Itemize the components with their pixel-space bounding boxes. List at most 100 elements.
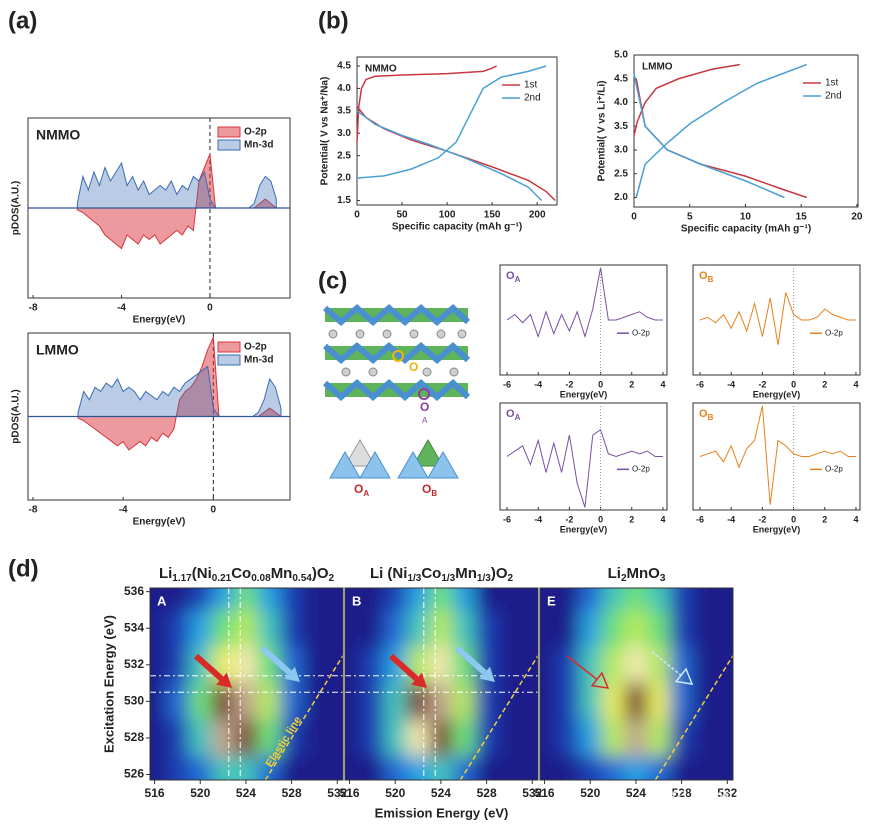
line: [506, 428, 663, 508]
heatmap-cell: [715, 683, 733, 720]
heatmap-cell: [670, 588, 694, 610]
heatmap-cell: [715, 646, 733, 684]
heatmap-cell: [188, 609, 212, 647]
x-tick-label: 100: [439, 210, 456, 221]
x-axis-label: Energy(eV): [560, 389, 608, 399]
heatmap-cell: [360, 683, 384, 720]
chart-title: LMMO: [642, 62, 673, 73]
title-main: )O: [312, 565, 329, 582]
y-tick-label: 4.0: [337, 83, 351, 94]
heatmap-cell: [383, 719, 407, 757]
heatmap-cell: [647, 719, 671, 757]
legend-label: 2nd: [524, 93, 541, 104]
heatmap-cell: [601, 756, 625, 780]
arrow: [259, 645, 292, 675]
heatmap-cell: [150, 609, 166, 647]
heatmap-cell: [325, 719, 343, 757]
heatmap-cell: [647, 756, 671, 780]
x-tick-label: 532: [717, 786, 737, 800]
arrow-head: [590, 671, 610, 689]
title-main: Mn: [271, 565, 293, 582]
y-tick-label: 526: [124, 767, 144, 781]
x-tick-label: 528: [477, 786, 497, 800]
heatmap-cell: [303, 719, 326, 757]
heatmap-cell: [280, 588, 304, 610]
x-tick-label: 15: [796, 212, 808, 223]
elastic-line: [654, 655, 733, 780]
title-sub: B: [708, 275, 714, 284]
heatmap-cell: [540, 609, 556, 647]
x-tick-label: -2: [758, 379, 766, 389]
y-tick-label: 536: [124, 584, 144, 598]
label-sub: A: [363, 489, 369, 498]
title-main: Li: [159, 565, 172, 582]
heatmap-cell: [498, 719, 521, 757]
heatmap-cell: [188, 683, 212, 720]
heatmap-cell: [452, 756, 476, 780]
x-tick-label: 516: [535, 786, 555, 800]
x-tick-label: 520: [190, 786, 210, 800]
heatmap-cell: [475, 756, 499, 780]
panel-tag: A: [157, 593, 167, 608]
heatmap-cell: [257, 683, 281, 720]
heatmap-cell: [578, 719, 602, 757]
elastic-line: [459, 655, 538, 780]
x-tick-label: 2: [822, 379, 827, 389]
legend-swatch: [217, 126, 241, 138]
heatmap-cell: [345, 719, 361, 757]
heatmap-cell: [383, 683, 407, 720]
heatmap-cell: [360, 588, 384, 610]
heatmap-cell: [498, 756, 521, 780]
heatmap-cell: [601, 609, 625, 647]
arrow: [389, 653, 419, 681]
heatmap-cell: [578, 683, 602, 720]
title-sub: 2: [508, 573, 514, 584]
heatmap-cell: [601, 683, 625, 720]
x-tick-label: 528: [282, 786, 302, 800]
line: [699, 405, 856, 505]
x-tick-label: -8: [29, 505, 38, 516]
plot-frame: [539, 587, 734, 781]
heatmap-cell: [452, 683, 476, 720]
heatmap-cell: [601, 646, 625, 684]
x-tick-label: 0: [207, 303, 213, 314]
heatmap-cell: [325, 683, 343, 720]
heatmap-cell: [383, 609, 407, 647]
heatmap-cell: [303, 588, 326, 610]
y-axis-label: Excitation Energy (eV): [101, 615, 116, 753]
cluster: [412, 438, 444, 467]
plot-frame: [344, 587, 539, 781]
heatmap-cell: [520, 756, 538, 780]
legend-label: Mn-3d: [244, 355, 273, 366]
cluster: [397, 450, 429, 479]
heatmap-cell: [211, 683, 235, 720]
x-tick-label: 2: [629, 514, 634, 524]
arrow-head: [479, 666, 495, 682]
legend-label: 2nd: [825, 91, 842, 102]
line: [356, 65, 547, 202]
y-tick-label: 5.0: [614, 50, 628, 61]
y-tick-label: 534: [124, 620, 144, 634]
x-tick-label: -4: [534, 379, 542, 389]
y-tick-label: 3.0: [614, 145, 628, 156]
x-tick-label: 524: [236, 786, 256, 800]
legend-label: O-2p: [244, 127, 267, 138]
heatmap-cell: [578, 756, 602, 780]
x-tick-label: 532: [327, 786, 347, 800]
chart-title: OB: [699, 408, 714, 422]
chart-title: NMMO: [365, 64, 397, 75]
y-axis-label: pDOS(A.U.): [11, 389, 22, 443]
layer-pattern: [323, 341, 471, 364]
title-main: Co: [421, 565, 441, 582]
y-axis-label: Potential( V vs Li⁺/Li): [597, 81, 608, 182]
title-sub: 3: [660, 573, 666, 584]
heatmap-cell: [555, 719, 579, 757]
heatmap-cell: [150, 719, 166, 757]
x-tick-label: -4: [534, 514, 542, 524]
x-axis-label: Emission Energy (eV): [375, 805, 509, 820]
heatmap-cell: [165, 756, 189, 780]
heatmap-cell: [188, 588, 212, 610]
heatmap-cell: [452, 609, 476, 647]
cluster: [359, 450, 391, 479]
heatmap-cell: [345, 756, 361, 780]
